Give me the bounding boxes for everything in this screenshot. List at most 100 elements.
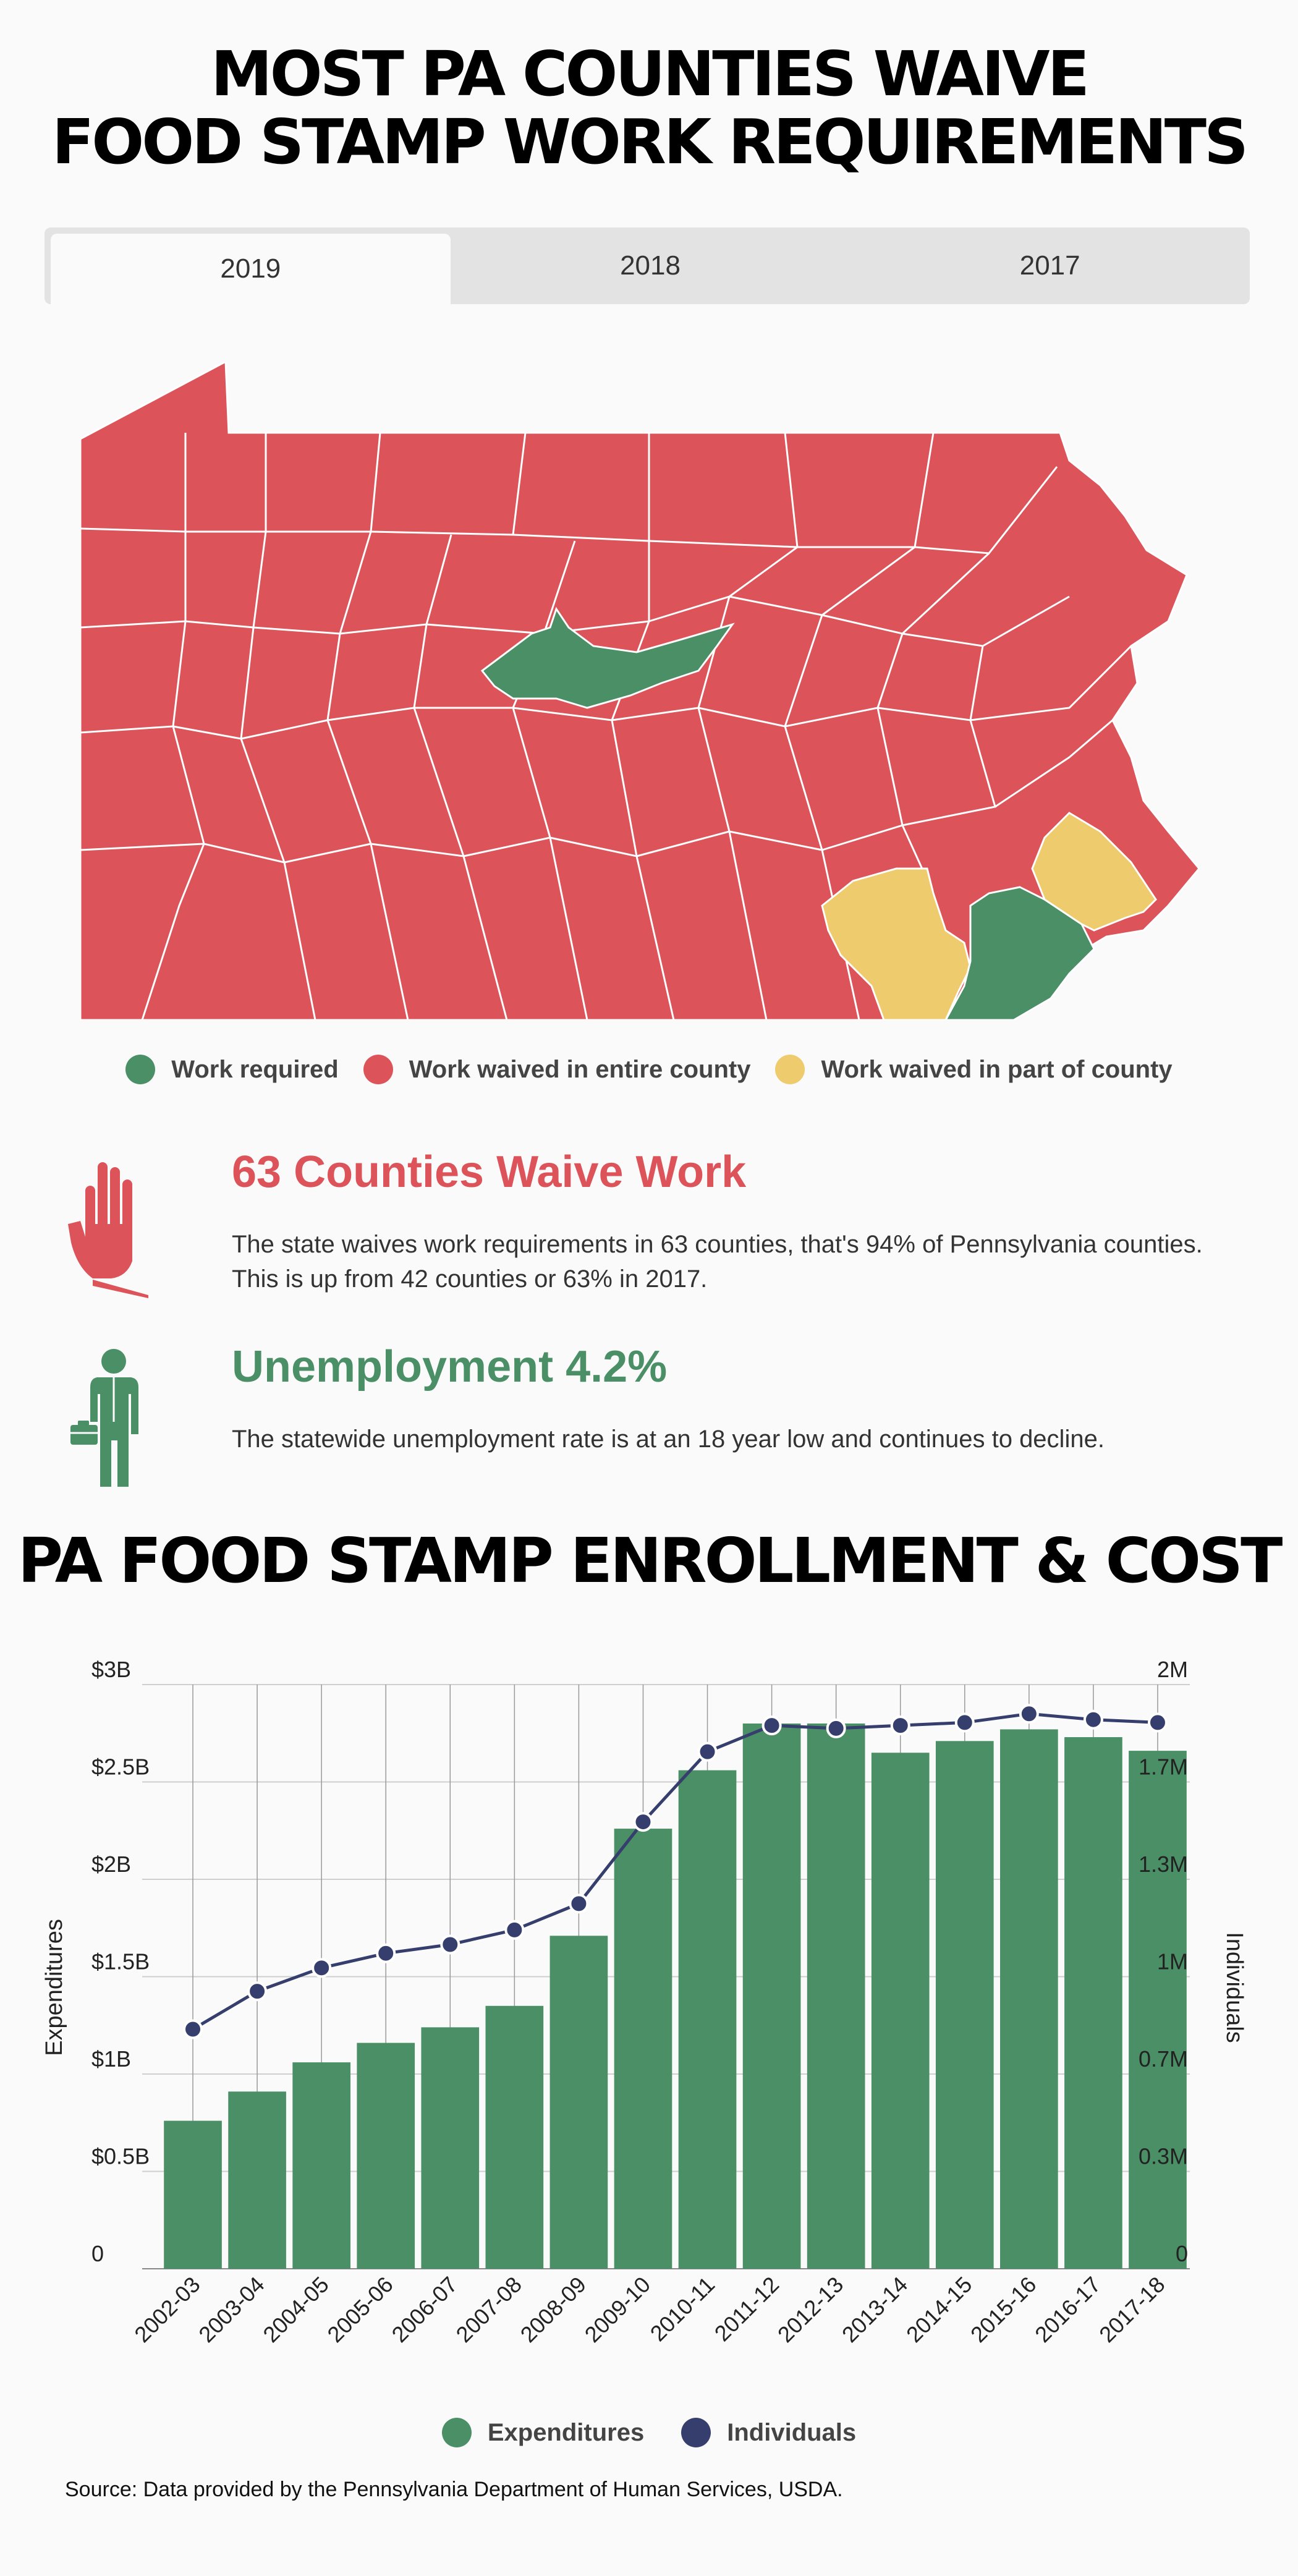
legend-item-individuals: Individuals: [681, 2418, 856, 2447]
county-work-required-southeast: [944, 886, 1095, 1020]
individuals-point: [1019, 1704, 1039, 1724]
stat-heading-counties: 63 Counties Waive Work: [232, 1147, 747, 1197]
legend-swatch-individuals: [681, 2418, 711, 2447]
x-tick-label: 2013-14: [837, 2272, 912, 2347]
left-axis-label: Expenditures: [41, 1919, 67, 2056]
legend-label: Individuals: [727, 2418, 857, 2446]
expenditure-bar: [485, 2005, 544, 2269]
individuals-point: [890, 1715, 910, 1736]
expenditure-bar: [421, 2027, 480, 2269]
stat-text-counties: The state waives work requirements in 63…: [232, 1231, 1203, 1293]
individuals-point: [697, 1741, 718, 1762]
individuals-point: [633, 1812, 653, 1832]
expenditure-bar: [228, 2091, 286, 2269]
individuals-point: [504, 1919, 525, 1940]
county-work-required-central: [480, 606, 735, 709]
individuals-line: [183, 1704, 1168, 2039]
left-axis-ticks: 0 $0.5B $1B $1.5B $2B $2.5B $3B: [91, 1657, 150, 2266]
legend-item-work-required: Work required: [125, 1055, 339, 1084]
left-tick-label: $2B: [91, 1851, 131, 1877]
stat-heading-unemployment: Unemployment 4.2%: [232, 1342, 668, 1392]
county-work-waived-part-east: [1031, 812, 1157, 932]
year-tabs: 2019 2018 2017: [45, 227, 1250, 304]
expenditure-bar: [614, 1829, 672, 2269]
map-legend: Work required Work waived in entire coun…: [0, 1051, 1298, 1088]
expenditure-bar: [807, 1724, 865, 2269]
right-tick-label: 0: [1176, 2241, 1188, 2266]
individuals-point: [376, 1943, 396, 1963]
individuals-point: [569, 1894, 589, 1914]
expenditure-bar: [1000, 1729, 1058, 2269]
tab-2017[interactable]: 2017: [1019, 250, 1080, 281]
left-tick-label: $1B: [91, 2046, 131, 2072]
title-line-2: FOOD STAMP WORK REQUIREMENTS: [51, 106, 1249, 178]
businessman-icon: [70, 1349, 138, 1487]
left-tick-label: $2.5B: [91, 1754, 150, 1780]
expenditure-bar: [742, 1724, 801, 2269]
individuals-point: [312, 1958, 332, 1978]
legend-label: Work required: [171, 1055, 339, 1083]
stop-hand-icon: [68, 1162, 148, 1298]
individuals-point: [1083, 1709, 1103, 1730]
x-tick-label: 2012-13: [773, 2272, 848, 2347]
expenditure-bar: [871, 1753, 930, 2269]
county-borders: [80, 432, 1132, 1020]
expenditure-bar: [1129, 1751, 1187, 2269]
individuals-point: [826, 1718, 846, 1738]
x-tick-label: 2015-16: [965, 2272, 1041, 2347]
legend-swatch-green: [125, 1055, 156, 1084]
x-tick-label: 2002-03: [129, 2272, 205, 2347]
individuals-point: [440, 1934, 460, 1955]
legend-label: Work waived in part of county: [821, 1055, 1173, 1083]
x-tick-label: 2007-08: [451, 2272, 527, 2347]
legend-label: Expenditures: [487, 2418, 645, 2446]
x-tick-label: 2016-17: [1030, 2272, 1105, 2347]
right-tick-label: 1.3M: [1139, 1851, 1188, 1877]
right-tick-label: 1.7M: [1139, 1754, 1188, 1780]
individuals-point: [954, 1712, 975, 1733]
x-tick-label: 2010-11: [645, 2272, 720, 2347]
expenditure-bar: [549, 1936, 608, 2269]
right-tick-label: 0.7M: [1139, 2046, 1188, 2072]
source-note: Source: Data provided by the Pennsylvani…: [65, 2478, 843, 2501]
stat-text-unemployment: The statewide unemployment rate is at an…: [232, 1426, 1105, 1453]
legend-swatch-yellow: [775, 1055, 805, 1084]
right-tick-label: 1M: [1157, 1949, 1188, 1975]
expenditure-bar: [935, 1741, 994, 2269]
expenditure-bar: [678, 1770, 737, 2269]
x-tick-label: 2003-04: [193, 2272, 269, 2347]
tab-2018[interactable]: 2018: [620, 250, 681, 281]
x-tick-label: 2005-06: [322, 2272, 397, 2347]
legend-item-expenditures: Expenditures: [441, 2418, 645, 2447]
individuals-point: [183, 2019, 203, 2039]
chart-title: PA FOOD STAMP ENROLLMENT & COST: [17, 1524, 1283, 1597]
left-tick-label: 0: [91, 2241, 104, 2266]
title-line-1: MOST PA COUNTIES WAIVE: [211, 38, 1090, 110]
legend-item-waived-entire: Work waived in entire county: [363, 1055, 750, 1084]
individuals-point: [247, 1981, 268, 2002]
x-tick-label: 2006-07: [387, 2272, 462, 2347]
right-tick-label: 0.3M: [1139, 2144, 1188, 2169]
right-axis-ticks: 0 0.3M 0.7M 1M 1.3M 1.7M 2M: [1139, 1657, 1188, 2266]
chart-legend: Expenditures Individuals: [0, 2414, 1298, 2451]
right-tick-label: 2M: [1157, 1657, 1188, 1682]
individuals-point: [761, 1715, 782, 1736]
legend-swatch-expenditures: [441, 2418, 472, 2447]
left-tick-label: $3B: [91, 1657, 131, 1682]
x-axis-ticks: 2002-032003-042004-052005-062006-072007-…: [129, 2272, 1169, 2347]
individuals-point: [1147, 1712, 1168, 1733]
x-tick-label: 2008-09: [515, 2272, 591, 2347]
legend-swatch-red: [363, 1055, 393, 1084]
expenditure-bar: [164, 2120, 222, 2269]
x-tick-label: 2017-18: [1094, 2272, 1169, 2347]
tab-2019[interactable]: 2019: [51, 234, 451, 304]
x-tick-label: 2011-12: [710, 2272, 784, 2347]
expenditure-bars: [164, 1724, 1187, 2269]
page-title: MOST PA COUNTIES WAIVE FOOD STAMP WORK R…: [0, 40, 1298, 176]
expenditure-bar: [292, 2062, 350, 2269]
left-tick-label: $1.5B: [91, 1949, 150, 1975]
x-tick-label: 2004-05: [258, 2272, 333, 2347]
x-tick-label: 2009-10: [580, 2272, 655, 2347]
x-tick-label: 2014-15: [901, 2272, 977, 2347]
legend-item-waived-part: Work waived in part of county: [775, 1055, 1173, 1084]
